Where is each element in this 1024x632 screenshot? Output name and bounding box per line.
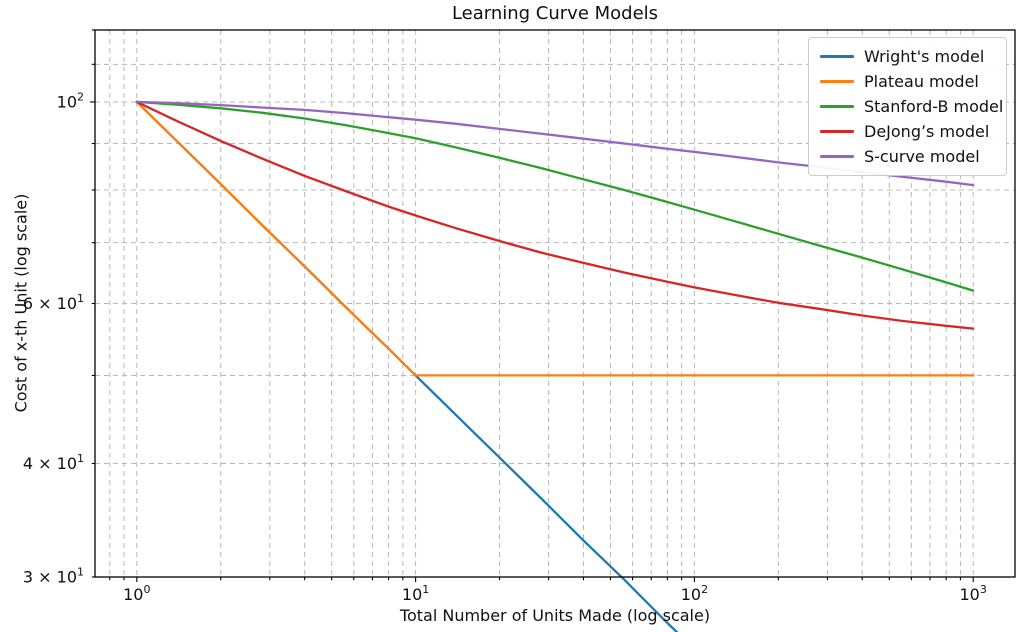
legend-item: Plateau model: [809, 72, 1006, 91]
legend: Wright's model Plateau model Stanford-B mo…: [808, 37, 1007, 176]
x-tick-label: 100: [123, 583, 150, 604]
legend-item-label: Wright's model: [864, 47, 985, 66]
legend-line-sample: [820, 155, 854, 158]
series-line-wright-s-model: [135, 100, 679, 632]
axis-ticks: [90, 29, 974, 582]
x-axis-label: Total Number of Units Made (log scale): [399, 606, 711, 625]
legend-item: Wright's model: [809, 47, 1006, 66]
chart-title: Learning Curve Models: [451, 3, 659, 24]
legend-item: Stanford-B model: [809, 97, 1006, 116]
legend-item-label: DeJong’s model: [864, 122, 990, 141]
legend-item-label: S-curve model: [864, 147, 980, 166]
y-tick-label: 102: [57, 90, 84, 111]
series-line-dejong-s-model: [135, 100, 975, 330]
legend-line-sample: [820, 130, 854, 133]
legend-item-label: Stanford-B model: [864, 97, 1004, 116]
legend-line-sample: [820, 55, 854, 58]
legend-line-sample: [820, 80, 854, 83]
legend-line-sample: [820, 105, 854, 108]
series-line-stanford-b-model: [135, 100, 975, 292]
y-tick-label: 6 × 101: [23, 292, 84, 313]
series-line-plateau-model: [135, 100, 975, 377]
legend-item: S-curve model: [809, 147, 1006, 166]
y-tick-label: 4 × 101: [23, 452, 84, 473]
y-tick-label: 3 × 101: [23, 566, 84, 587]
x-tick-label: 103: [960, 583, 987, 604]
x-tick-label: 102: [681, 583, 708, 604]
legend-item-label: Plateau model: [864, 72, 979, 91]
legend-item: DeJong’s model: [809, 122, 1006, 141]
y-axis-label: Cost of x-th Unit (log scale): [11, 193, 31, 413]
x-tick-label: 101: [402, 583, 429, 604]
